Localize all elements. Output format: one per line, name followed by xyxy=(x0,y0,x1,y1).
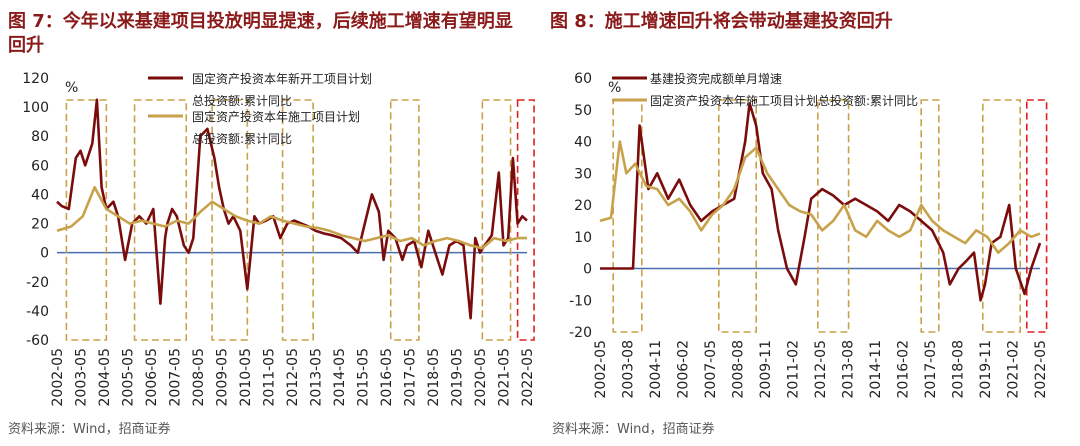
series-line-2 xyxy=(56,185,527,250)
y-tick-label: 40 xyxy=(31,187,49,203)
x-tick-label: 2009-05 xyxy=(215,348,231,407)
y-tick-label: 60 xyxy=(31,158,49,174)
highlight-box xyxy=(481,99,512,341)
figure-2-source: 资料来源：Wind，招商证券 xyxy=(552,422,715,437)
x-tick-label: 2012-05 xyxy=(285,348,301,407)
x-tick-label: 2008-05 xyxy=(191,348,207,407)
y-tick-label: 20 xyxy=(31,217,49,233)
x-tick-label: 2014-05 xyxy=(332,348,348,407)
x-tick-label: 2002-05 xyxy=(593,340,609,399)
figure-1-source: 资料来源：Wind，招商证券 xyxy=(8,422,171,437)
x-tick-label: 2010-05 xyxy=(238,348,254,407)
y-tick-label: 30 xyxy=(574,166,592,182)
x-tick-label: 2018-05 xyxy=(426,348,442,407)
y-tick-label: 80 xyxy=(31,129,49,145)
x-tick-label: 2021-02 xyxy=(1006,340,1022,399)
highlight-box-red xyxy=(1026,99,1048,333)
x-tick-label: 2002-05 xyxy=(50,348,66,407)
highlight-box xyxy=(981,99,1021,333)
y-tick-label: 10 xyxy=(574,230,592,246)
x-tick-label: 2014-11 xyxy=(868,340,884,399)
x-tick-label: 2018-08 xyxy=(951,340,967,399)
x-tick-label: 2007-05 xyxy=(168,348,184,407)
highlight-box xyxy=(65,99,108,341)
y-tick-label: 120 xyxy=(22,71,49,87)
x-tick-label: 2006-05 xyxy=(144,348,160,407)
x-tick-label: 2004-11 xyxy=(648,340,664,399)
x-tick-label: 2022-05 xyxy=(520,348,536,407)
x-tick-label: 2008-08 xyxy=(731,340,747,399)
y-tick-label: -60 xyxy=(26,333,49,349)
x-tick-label: 2003-05 xyxy=(74,348,90,407)
legend-label: 固定资产投资本年施工项目计划 xyxy=(192,109,360,124)
highlight-box xyxy=(816,99,850,333)
x-tick-label: 2013-08 xyxy=(841,340,857,399)
x-tick-label: 2004-05 xyxy=(97,348,113,407)
x-tick-label: 2007-05 xyxy=(703,340,719,399)
legend-label: 总投资额:累计同比 xyxy=(192,93,292,108)
highlight-box xyxy=(920,99,940,333)
x-tick-label: 2019-05 xyxy=(450,348,466,407)
series-line-1 xyxy=(600,102,1042,302)
y-unit-label: % xyxy=(65,80,78,96)
series-line-1 xyxy=(56,98,528,320)
y-tick-label: 20 xyxy=(574,198,592,214)
y-tick-label: -20 xyxy=(569,325,592,341)
y-tick-label: -40 xyxy=(26,304,49,320)
highlight-box xyxy=(612,99,643,333)
x-tick-label: 2013-05 xyxy=(309,348,325,407)
series-line-2 xyxy=(599,140,1041,254)
x-tick-label: 2012-05 xyxy=(813,340,829,399)
figure-1-title: 图 7：今年以来基建项目投放明显提速，后续施工增速有望明显回升 xyxy=(8,11,513,56)
y-tick-label: 0 xyxy=(583,262,592,278)
y-tick-label: 0 xyxy=(40,246,49,262)
x-tick-label: 2022-05 xyxy=(1033,340,1049,399)
highlight-box-red xyxy=(516,99,535,341)
y-tick-label: -20 xyxy=(26,275,49,291)
x-tick-label: 2016-05 xyxy=(379,348,395,407)
x-tick-label: 2011-02 xyxy=(786,340,802,399)
x-tick-label: 2011-05 xyxy=(262,348,278,407)
x-tick-label: 2003-08 xyxy=(621,340,637,399)
y-tick-label: 60 xyxy=(574,71,592,87)
chart-1: 120 100 80 60 40 20 0 -20 -40 -60% 2002-05 2003-05 2… xyxy=(22,71,536,407)
y-tick-label: 100 xyxy=(22,100,49,116)
legend-label: 基建投资完成额单月增速 xyxy=(650,71,782,86)
x-tick-label: 2019-11 xyxy=(978,340,994,399)
legend-label: 固定资产投资本年施工项目计划总投资额:累计同比 xyxy=(650,93,918,108)
y-tick-label: 50 xyxy=(574,103,592,119)
x-tick-label: 2016-02 xyxy=(896,340,912,399)
chart-2: 60 50 40 30 20 10 0 -10 -20% 2002-05 2003-08 2004-1… xyxy=(569,71,1049,399)
y-unit-label: % xyxy=(608,80,621,96)
x-tick-label: 2017-05 xyxy=(403,348,419,407)
legend-label: 固定资产投资本年新开工项目计划 xyxy=(192,71,372,86)
x-tick-label: 2017-05 xyxy=(923,340,939,399)
y-tick-label: 40 xyxy=(574,135,592,151)
x-tick-label: 2021-05 xyxy=(497,348,513,407)
figure-2-title: 图 8：施工增速回升将会带动基建投资回升 xyxy=(550,11,893,32)
x-tick-label: 2015-05 xyxy=(356,348,372,407)
highlight-box xyxy=(389,99,420,341)
x-tick-label: 2020-05 xyxy=(473,348,489,407)
x-tick-label: 2006-02 xyxy=(676,340,692,399)
y-tick-label: -10 xyxy=(569,293,592,309)
x-tick-label: 2005-05 xyxy=(121,348,137,407)
x-tick-label: 2009-11 xyxy=(758,340,774,399)
highlight-box xyxy=(717,99,757,333)
legend-label: 总投资额:累计同比 xyxy=(192,131,292,146)
